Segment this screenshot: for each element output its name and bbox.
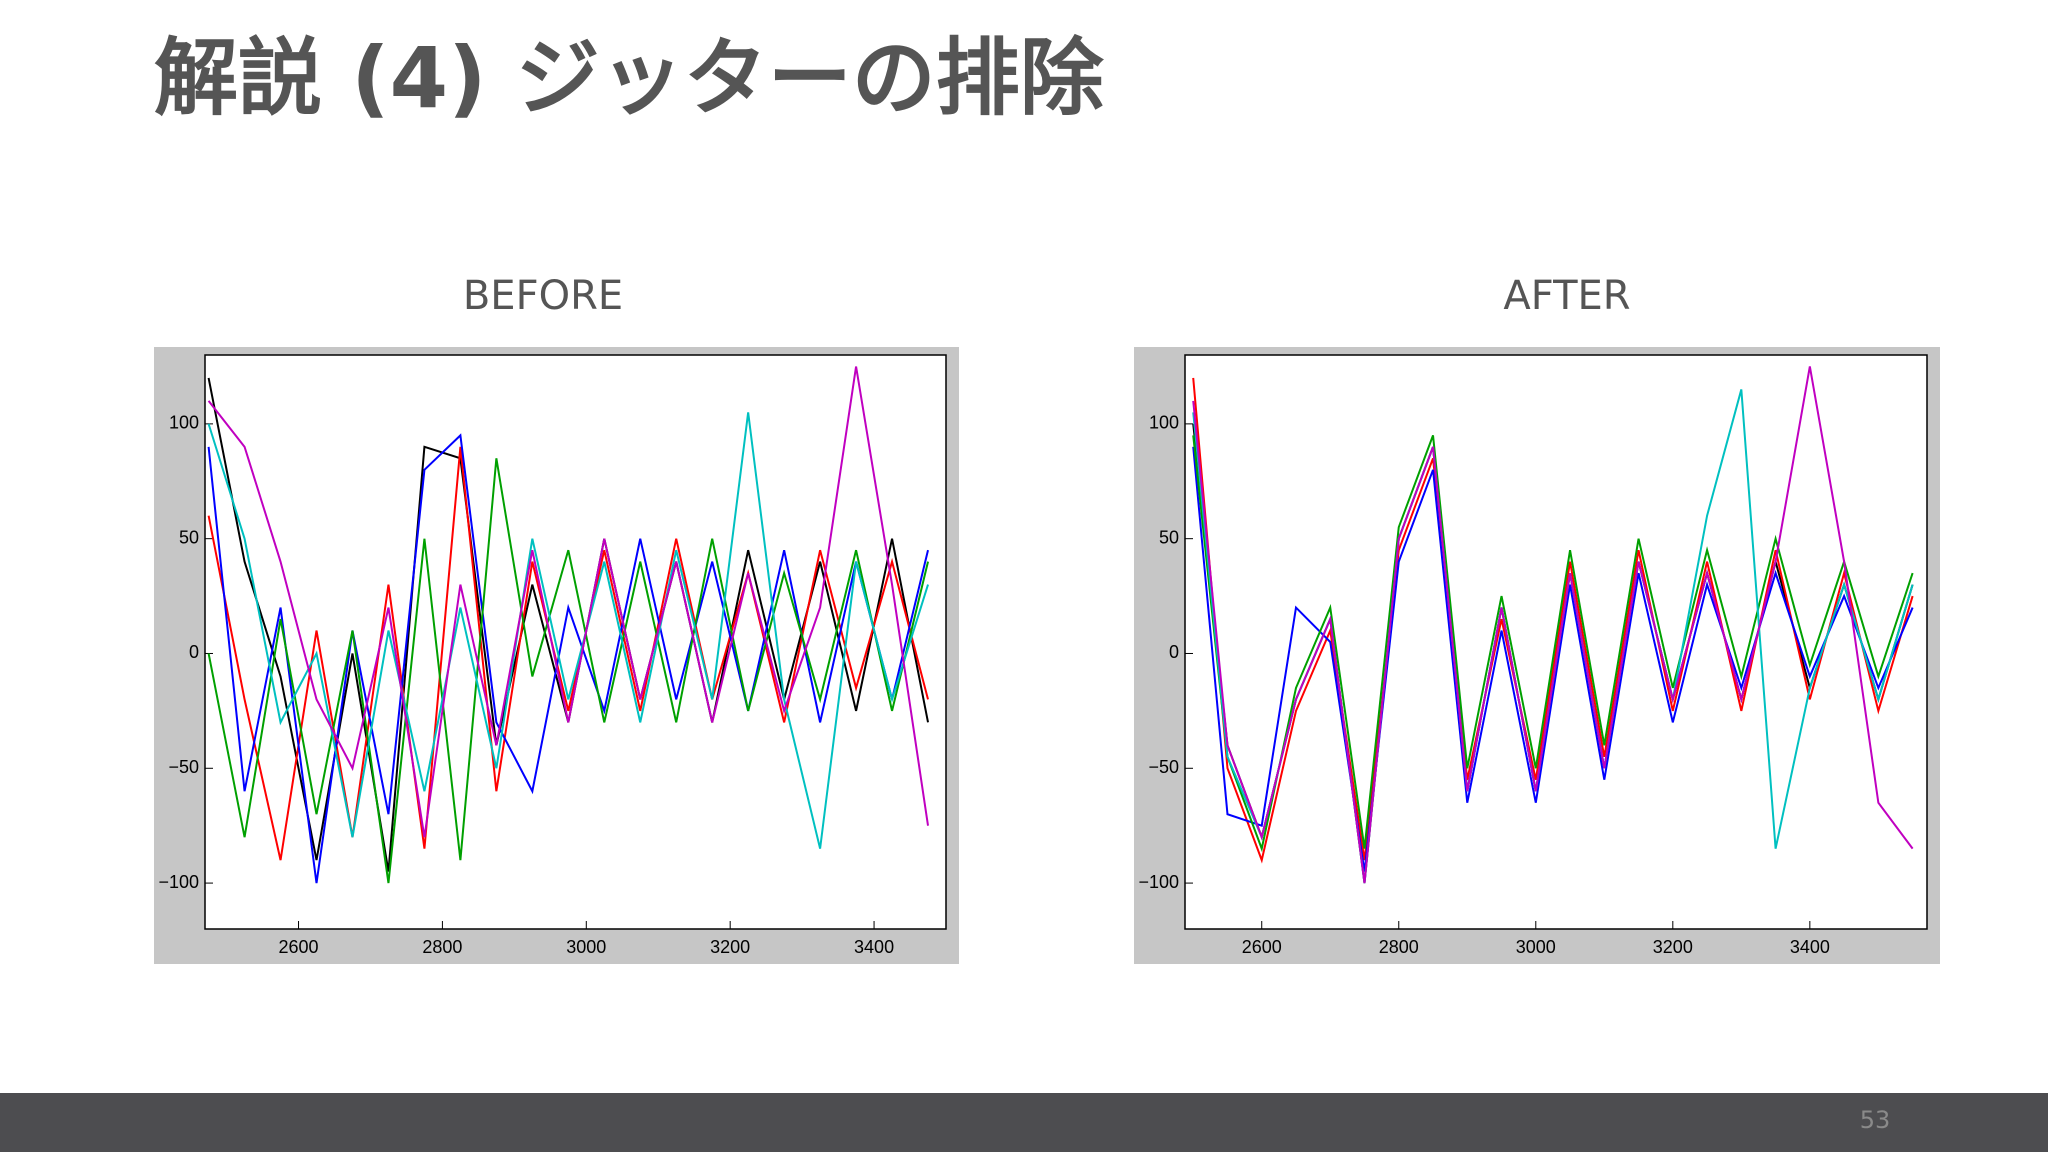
chart-title: BEFORE	[463, 273, 623, 319]
plot-border	[1184, 354, 1928, 930]
trace	[207, 458, 929, 884]
y-tick-label: 0	[1169, 642, 1179, 662]
trace	[1192, 366, 1914, 884]
slide-title: 解説 (4) ジッターの排除	[154, 29, 1105, 127]
x-tick-label: 3000	[566, 937, 606, 957]
footer-bar	[0, 1093, 2048, 1152]
x-tick-label: 2800	[1379, 937, 1419, 957]
trace	[1192, 435, 1914, 853]
y-tick-label: 100	[169, 413, 199, 433]
plot-border	[204, 354, 947, 930]
y-tick-label: −100	[158, 872, 199, 892]
trace	[207, 412, 929, 849]
x-tick-label: 3000	[1516, 937, 1556, 957]
y-tick-label: 0	[189, 642, 199, 662]
y-tick-label: 50	[179, 527, 199, 547]
trace	[207, 433, 929, 884]
page-number: 53	[1860, 1106, 1891, 1134]
chart-title: AFTER	[1503, 273, 1630, 319]
y-tick-label: −100	[1138, 872, 1179, 892]
y-tick-label: −50	[168, 757, 199, 777]
x-tick-label: 2800	[422, 937, 462, 957]
x-tick-label: 3400	[1790, 937, 1830, 957]
x-tick-label: 2600	[279, 937, 319, 957]
trace	[207, 366, 930, 838]
x-tick-label: 2600	[1242, 937, 1282, 957]
x-tick-label: 3200	[710, 937, 750, 957]
x-tick-label: 3400	[854, 937, 894, 957]
y-tick-label: −50	[1148, 757, 1179, 777]
trace	[1192, 446, 1914, 872]
trace	[207, 446, 929, 861]
x-tick-label: 3200	[1653, 937, 1693, 957]
y-tick-label: 50	[1159, 527, 1179, 547]
y-tick-label: 100	[1149, 413, 1179, 433]
